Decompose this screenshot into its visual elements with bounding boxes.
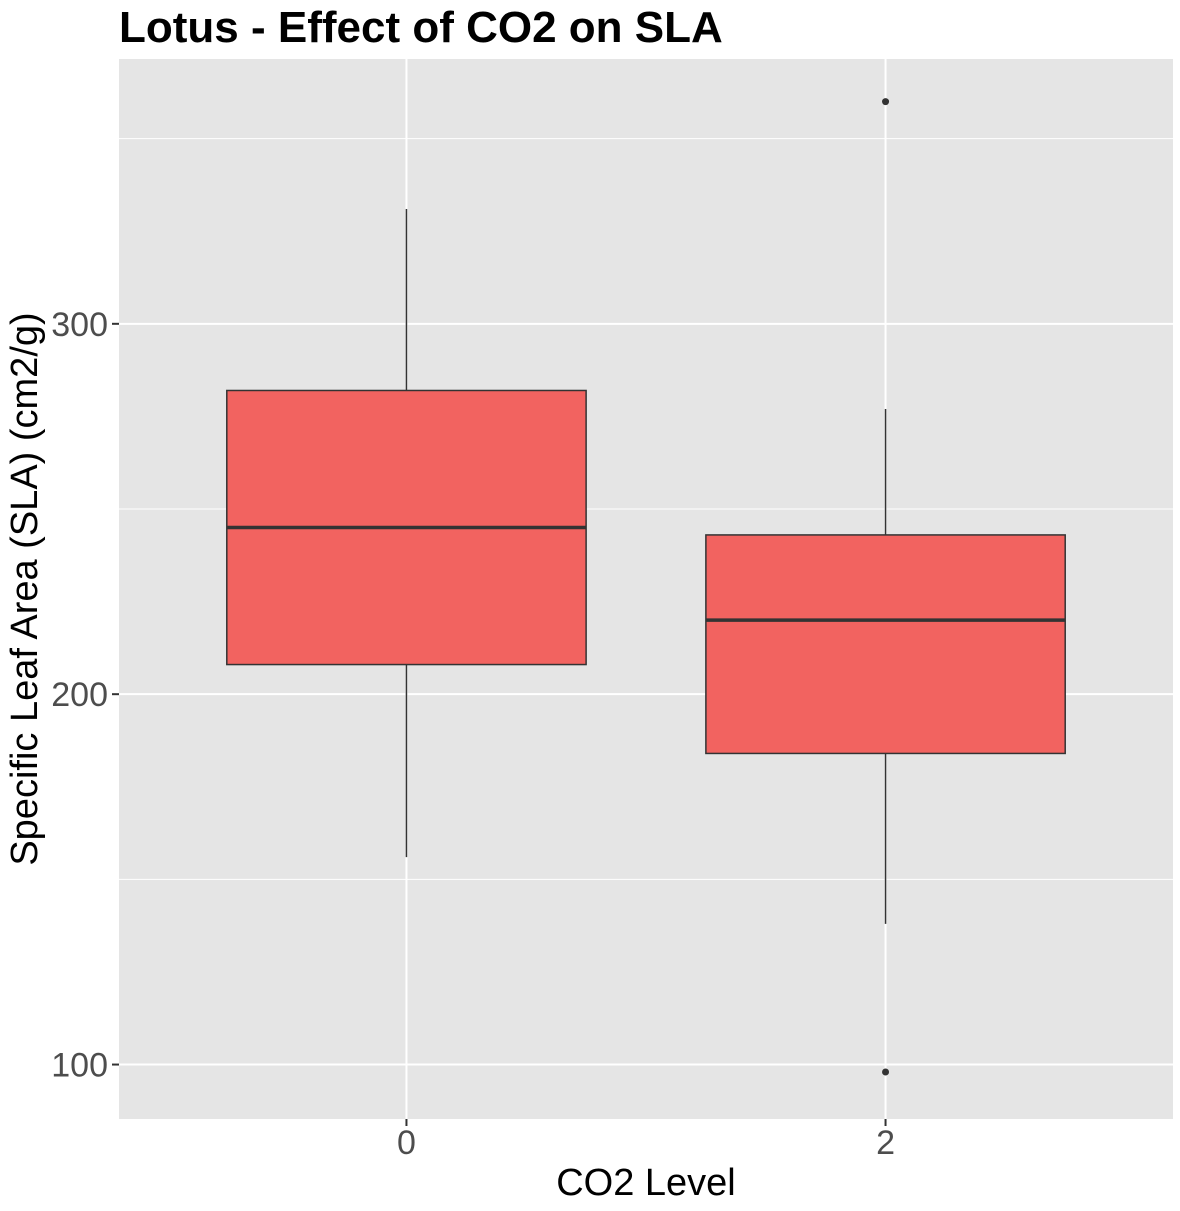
y-tick-label: 100 xyxy=(51,1047,108,1085)
chart-title: Lotus - Effect of CO2 on SLA xyxy=(119,3,723,52)
outlier-point xyxy=(882,1068,890,1076)
boxes xyxy=(226,98,1066,1076)
box-iqr xyxy=(705,534,1066,755)
x-tick-label: 0 xyxy=(397,1124,416,1162)
x-axis-title: CO2 Level xyxy=(556,1162,736,1204)
x-tick-label: 2 xyxy=(876,1124,895,1162)
outlier-point xyxy=(882,98,890,106)
y-axis-ticks: 100 200 300 xyxy=(51,306,119,1085)
y-tick-label: 300 xyxy=(51,306,108,344)
y-tick-label: 200 xyxy=(51,676,108,714)
y-axis-title: Specific Leaf Area (SLA) (cm2/g) xyxy=(4,312,46,865)
